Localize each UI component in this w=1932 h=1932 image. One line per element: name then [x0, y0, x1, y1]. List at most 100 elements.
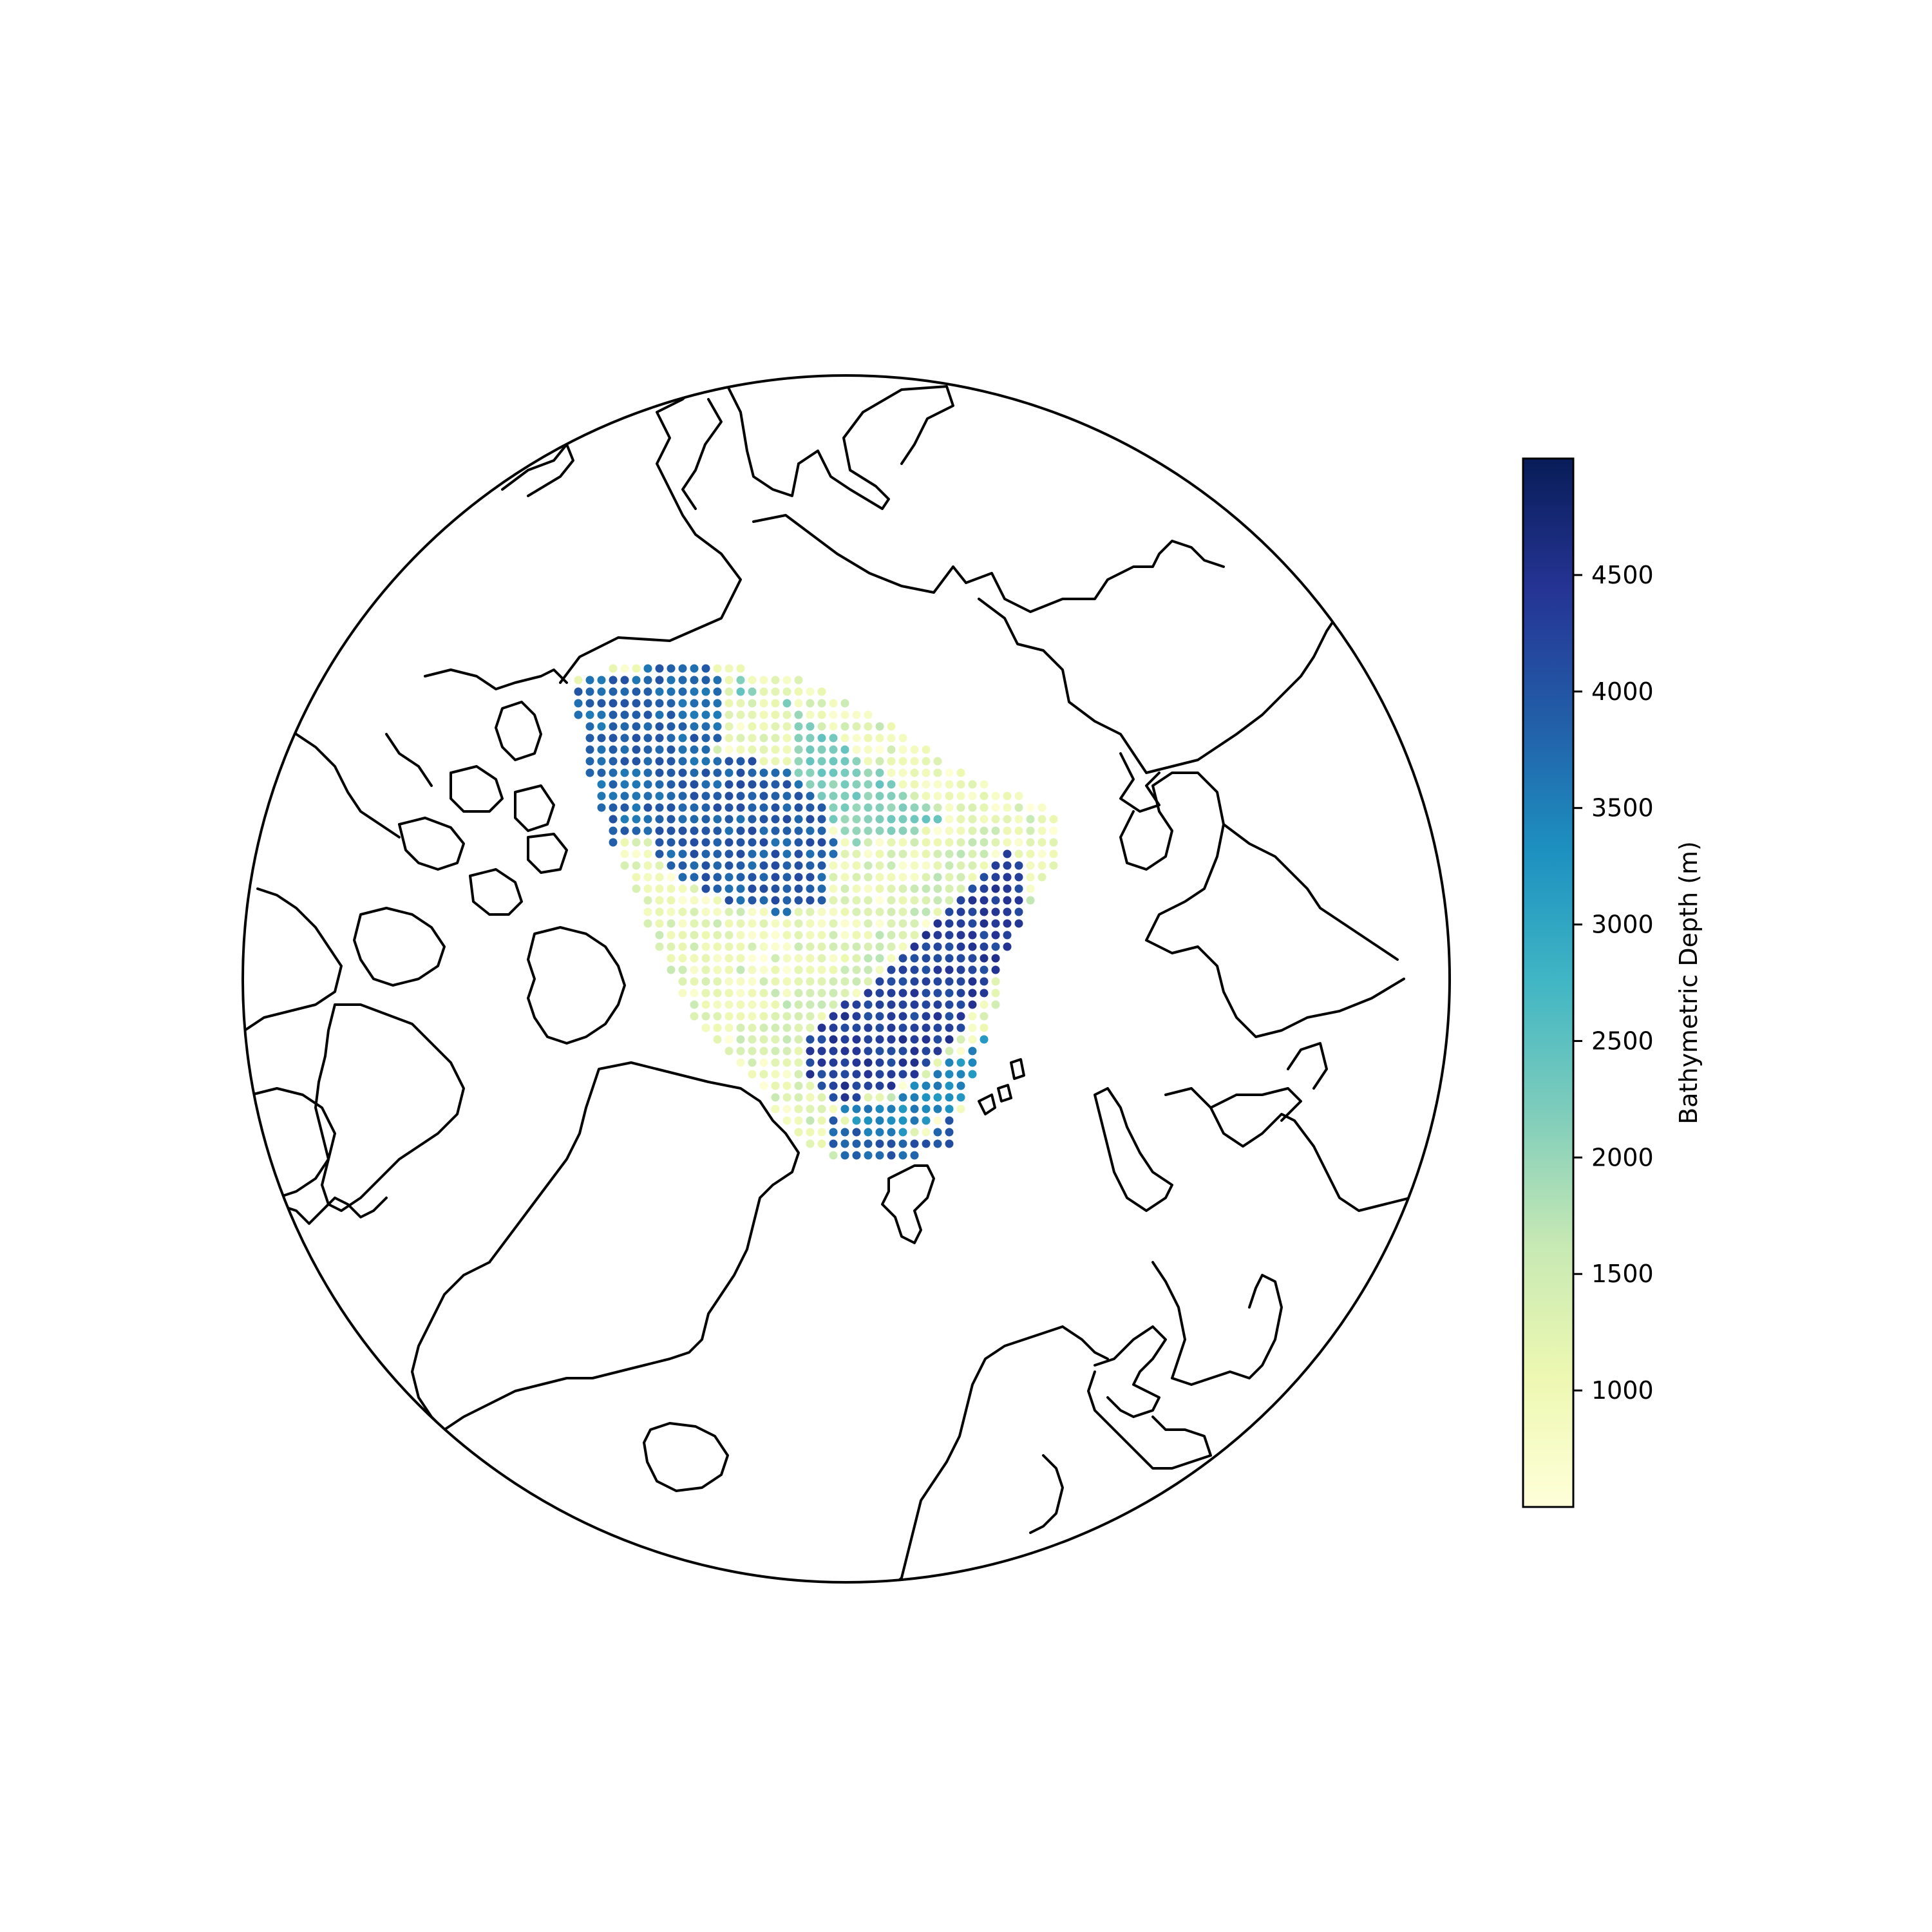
depth-point	[748, 734, 757, 743]
depth-point	[817, 931, 826, 940]
depth-point	[782, 1012, 791, 1021]
depth-point	[678, 734, 687, 743]
depth-point	[898, 1035, 907, 1044]
depth-point	[701, 884, 710, 893]
depth-point	[910, 919, 919, 928]
depth-point	[585, 710, 594, 719]
depth-point	[956, 849, 965, 858]
depth-point	[632, 849, 641, 858]
depth-point	[620, 803, 629, 812]
depth-point	[945, 965, 954, 974]
depth-point	[910, 1139, 919, 1148]
depth-point	[574, 687, 583, 696]
depth-point	[910, 803, 919, 812]
depth-point	[887, 1046, 896, 1056]
depth-point	[794, 1104, 803, 1113]
depth-point	[864, 1070, 873, 1079]
depth-point	[794, 699, 803, 708]
depth-point	[852, 1012, 861, 1021]
depth-point	[1014, 861, 1023, 870]
depth-point	[829, 1104, 838, 1113]
depth-point	[968, 942, 977, 951]
depth-point	[933, 780, 942, 789]
depth-point	[887, 989, 896, 998]
depth-point	[782, 699, 791, 708]
depth-point	[933, 896, 942, 905]
depth-point	[817, 861, 826, 870]
depth-point	[864, 768, 873, 777]
depth-point	[875, 1046, 884, 1056]
depth-point	[690, 861, 699, 870]
depth-point	[852, 1035, 861, 1044]
depth-point	[713, 791, 722, 800]
depth-point	[759, 884, 768, 893]
depth-point	[748, 1012, 757, 1021]
depth-point	[678, 780, 687, 789]
depth-point	[678, 931, 687, 940]
depth-point	[922, 780, 931, 789]
depth-point	[620, 861, 629, 870]
depth-point	[933, 768, 942, 777]
depth-point	[806, 1035, 815, 1044]
depth-point	[759, 791, 768, 800]
depth-point	[829, 1046, 838, 1056]
depth-point	[713, 931, 722, 940]
depth-point	[701, 1012, 710, 1021]
depth-point	[794, 1012, 803, 1021]
depth-point	[667, 780, 676, 789]
depth-point	[875, 1116, 884, 1125]
depth-point	[609, 791, 618, 800]
depth-point	[667, 896, 676, 905]
depth-point	[724, 838, 734, 847]
depth-point	[713, 838, 722, 847]
depth-point	[875, 1081, 884, 1090]
depth-point	[898, 1151, 907, 1160]
depth-point	[724, 722, 734, 731]
depth-point	[724, 757, 734, 766]
depth-point	[968, 838, 977, 847]
depth-point	[713, 989, 722, 998]
coast-yenisei	[1222, 823, 1399, 961]
depth-point	[968, 1023, 977, 1032]
depth-point	[771, 1012, 780, 1021]
depth-point	[968, 1058, 977, 1067]
depth-point	[701, 745, 710, 754]
depth-point	[840, 907, 849, 916]
depth-point	[609, 676, 618, 685]
depth-point	[782, 803, 791, 812]
depth-point	[643, 722, 652, 731]
depth-point	[806, 815, 815, 824]
depth-point	[956, 1070, 965, 1079]
depth-point	[655, 780, 664, 789]
depth-point	[771, 745, 780, 754]
depth-point	[968, 931, 977, 940]
depth-point	[980, 919, 989, 928]
depth-point	[852, 734, 861, 743]
depth-point	[852, 768, 861, 777]
depth-point	[1014, 873, 1023, 882]
depth-point	[910, 849, 919, 858]
depth-point	[748, 919, 757, 928]
depth-point	[991, 1000, 1000, 1009]
depth-point	[794, 1046, 803, 1056]
depth-point	[574, 676, 583, 685]
depth-point	[887, 1104, 896, 1113]
depth-point	[736, 1012, 745, 1021]
colorbar-tick-label: 3000	[1591, 911, 1654, 939]
depth-point	[736, 1023, 745, 1032]
depth-point	[724, 1023, 734, 1032]
depth-point	[875, 1000, 884, 1009]
depth-point	[887, 768, 896, 777]
depth-point	[736, 942, 745, 951]
depth-point	[771, 989, 780, 998]
depth-point	[840, 1116, 849, 1125]
depth-point	[643, 676, 652, 685]
depth-point	[840, 757, 849, 766]
depth-point	[794, 873, 803, 882]
depth-point	[632, 791, 641, 800]
depth-point	[922, 1046, 931, 1056]
map-boundary	[242, 374, 1451, 1584]
depth-point	[829, 757, 838, 766]
colorbar-label: Bathymetric Depth (m)	[1674, 841, 1703, 1124]
